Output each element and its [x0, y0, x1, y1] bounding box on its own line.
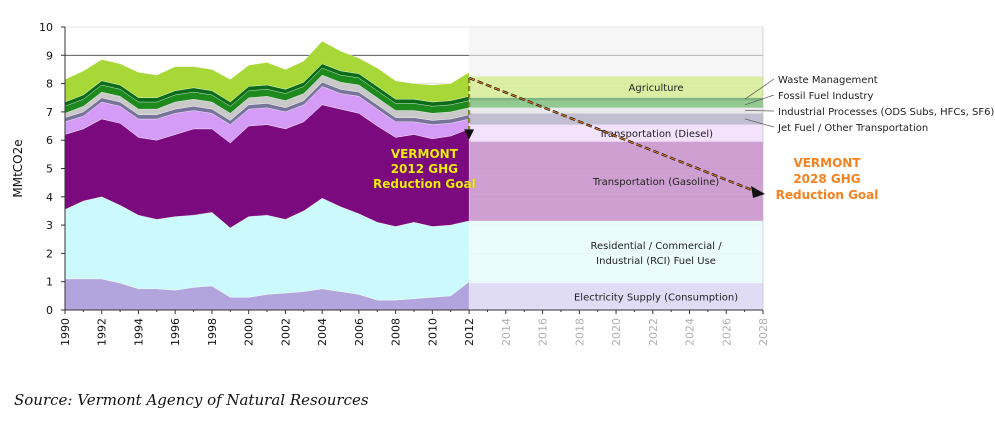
legend-callout-line — [744, 110, 775, 112]
x-tick-label: 2020 — [610, 318, 623, 346]
band-label: Transportation (Diesel) — [598, 129, 713, 140]
y-tick-label: 5 — [46, 163, 53, 176]
legend-callout-label: Fossil Fuel Industry — [778, 91, 874, 102]
x-tick-label: 2016 — [537, 318, 550, 346]
y-tick-label: 3 — [46, 219, 53, 232]
goal-2012-label: Reduction Goal — [373, 177, 476, 191]
y-tick-label: 8 — [46, 78, 53, 91]
x-tick-label: 2012 — [463, 318, 476, 346]
x-tick-label: 1996 — [169, 318, 182, 346]
projection-band — [469, 124, 763, 142]
x-tick-label: 2026 — [720, 318, 733, 346]
legend-callout-line — [744, 78, 775, 100]
x-tick-label: 1990 — [59, 318, 72, 346]
x-tick-label: 2002 — [279, 318, 292, 346]
goal-2028-label: VERMONT — [793, 156, 861, 170]
projection-band — [469, 113, 763, 125]
legend-callout-label: Jet Fuel / Other Transportation — [777, 123, 928, 134]
x-tick-label: 1994 — [132, 318, 145, 346]
x-tick-label: 1998 — [206, 318, 219, 346]
projection-band — [469, 97, 763, 101]
band-label: Residential / Commercial / Industrial (RC… — [590, 241, 722, 267]
x-tick-label: 2004 — [316, 318, 329, 346]
band-label: Agriculture — [629, 83, 684, 94]
x-tick-label: 2008 — [390, 318, 403, 346]
y-tick-label: 7 — [46, 106, 53, 119]
x-tick-label: 2028 — [757, 318, 770, 346]
x-tick-label: 2022 — [647, 318, 660, 346]
goal-2012-label: VERMONT — [391, 147, 459, 161]
projection-band — [469, 141, 763, 221]
x-tick-label: 2010 — [426, 318, 439, 346]
x-tick-label: 2006 — [353, 318, 366, 346]
source-caption: Source: Vermont Agency of Natural Resour… — [14, 391, 369, 409]
legend-callout-label: Waste Management — [778, 75, 878, 86]
y-tick-label: 9 — [46, 49, 53, 62]
band-label: Electricity Supply (Consumption) — [574, 293, 738, 304]
band-label: Transportation (Gasoline) — [592, 177, 720, 188]
y-tick-label: 10 — [39, 21, 53, 34]
goal-2028-arrow-head — [751, 185, 765, 198]
x-tick-label: 2014 — [500, 318, 513, 346]
goal-2012-label: 2012 GHG — [391, 162, 458, 176]
x-tick-label: 2000 — [243, 318, 256, 346]
x-tick-label: 1992 — [96, 318, 109, 346]
goal-2028-label: 2028 GHG — [793, 172, 860, 186]
x-tick-label: 2018 — [573, 318, 586, 346]
legend-callout-line — [744, 118, 775, 128]
projection-band — [469, 100, 763, 108]
legend-callout-label: Industrial Processes (ODS Subs, HFCs, SF… — [778, 107, 994, 118]
y-tick-label: 4 — [46, 191, 53, 204]
y-axis-label: MMtCO2e — [11, 139, 25, 197]
goal-2028-label: Reduction Goal — [776, 188, 879, 202]
y-tick-label: 6 — [46, 134, 53, 147]
legend-callout-line — [744, 94, 775, 106]
ghg-emissions-chart: Electricity Supply (Consumption) Resident… — [11, 21, 994, 346]
projection-band — [469, 220, 763, 284]
x-tick-label: 2024 — [684, 318, 697, 346]
projection-band — [469, 283, 763, 310]
y-tick-label: 1 — [46, 276, 53, 289]
projection-backdrop — [469, 27, 763, 77]
y-tick-label: 0 — [46, 304, 53, 317]
y-tick-label: 2 — [46, 247, 53, 260]
goal-2028-arrow-core — [468, 77, 758, 193]
goal-2012-arrow-head — [464, 129, 475, 140]
projection-band — [469, 107, 763, 114]
projection-band — [469, 76, 763, 98]
